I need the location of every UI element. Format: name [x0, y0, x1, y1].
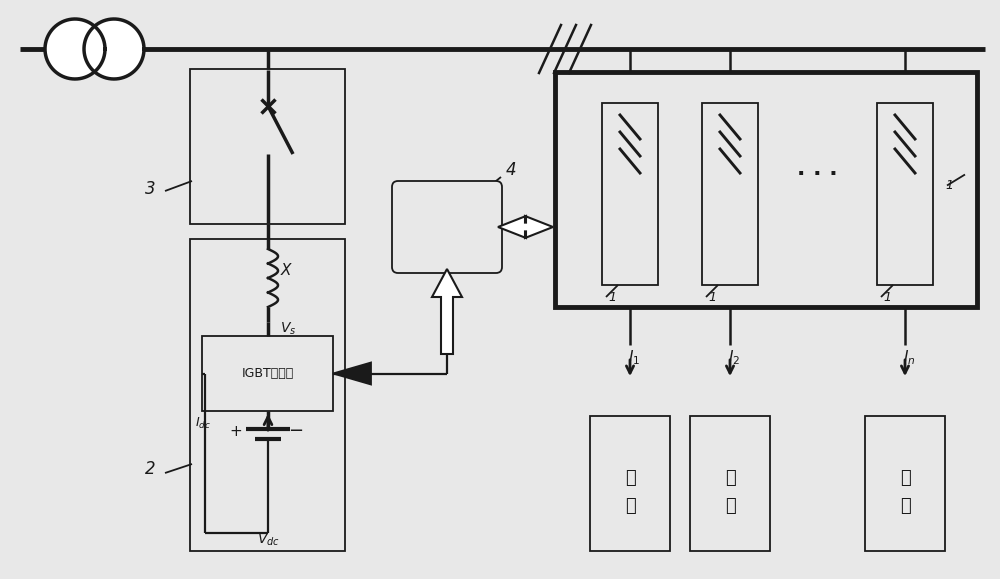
Text: −: −: [288, 422, 304, 440]
Text: $I_2$: $I_2$: [728, 348, 740, 367]
Text: 1: 1: [945, 179, 953, 192]
Bar: [555, 72, 977, 307]
Bar: [190, 69, 345, 224]
Bar: [865, 416, 945, 551]
Text: IGBT三相桥: IGBT三相桥: [241, 367, 294, 380]
Bar: [202, 336, 333, 411]
Circle shape: [45, 19, 105, 79]
Bar: [690, 416, 770, 551]
Text: 用: 用: [725, 470, 735, 488]
Circle shape: [84, 19, 144, 79]
Text: 用: 用: [625, 470, 635, 488]
Text: 户: 户: [625, 497, 635, 515]
Text: 3: 3: [145, 180, 156, 198]
Text: $V_s$: $V_s$: [280, 321, 296, 337]
Text: $I_1$: $I_1$: [628, 348, 640, 367]
Polygon shape: [432, 269, 462, 354]
Bar: [602, 103, 658, 285]
Text: 1: 1: [883, 291, 891, 304]
Text: 4: 4: [506, 161, 517, 179]
Polygon shape: [333, 362, 371, 384]
Text: +: +: [230, 424, 242, 439]
Bar: [877, 103, 933, 285]
Text: · · ·: · · ·: [797, 164, 838, 185]
Text: 户: 户: [900, 497, 910, 515]
Text: $I_{dc}$: $I_{dc}$: [195, 416, 211, 431]
Text: 1: 1: [608, 291, 616, 304]
Text: 2: 2: [145, 460, 156, 478]
Polygon shape: [498, 216, 553, 238]
Bar: [590, 416, 670, 551]
Text: 1: 1: [708, 291, 716, 304]
Text: 用: 用: [900, 470, 910, 488]
Bar: [702, 103, 758, 285]
Text: $I_n$: $I_n$: [903, 348, 915, 367]
Text: $V_{dc}$: $V_{dc}$: [257, 532, 279, 548]
Text: $X$: $X$: [280, 262, 293, 278]
Bar: [190, 239, 345, 551]
Text: 户: 户: [725, 497, 735, 515]
FancyBboxPatch shape: [392, 181, 502, 273]
